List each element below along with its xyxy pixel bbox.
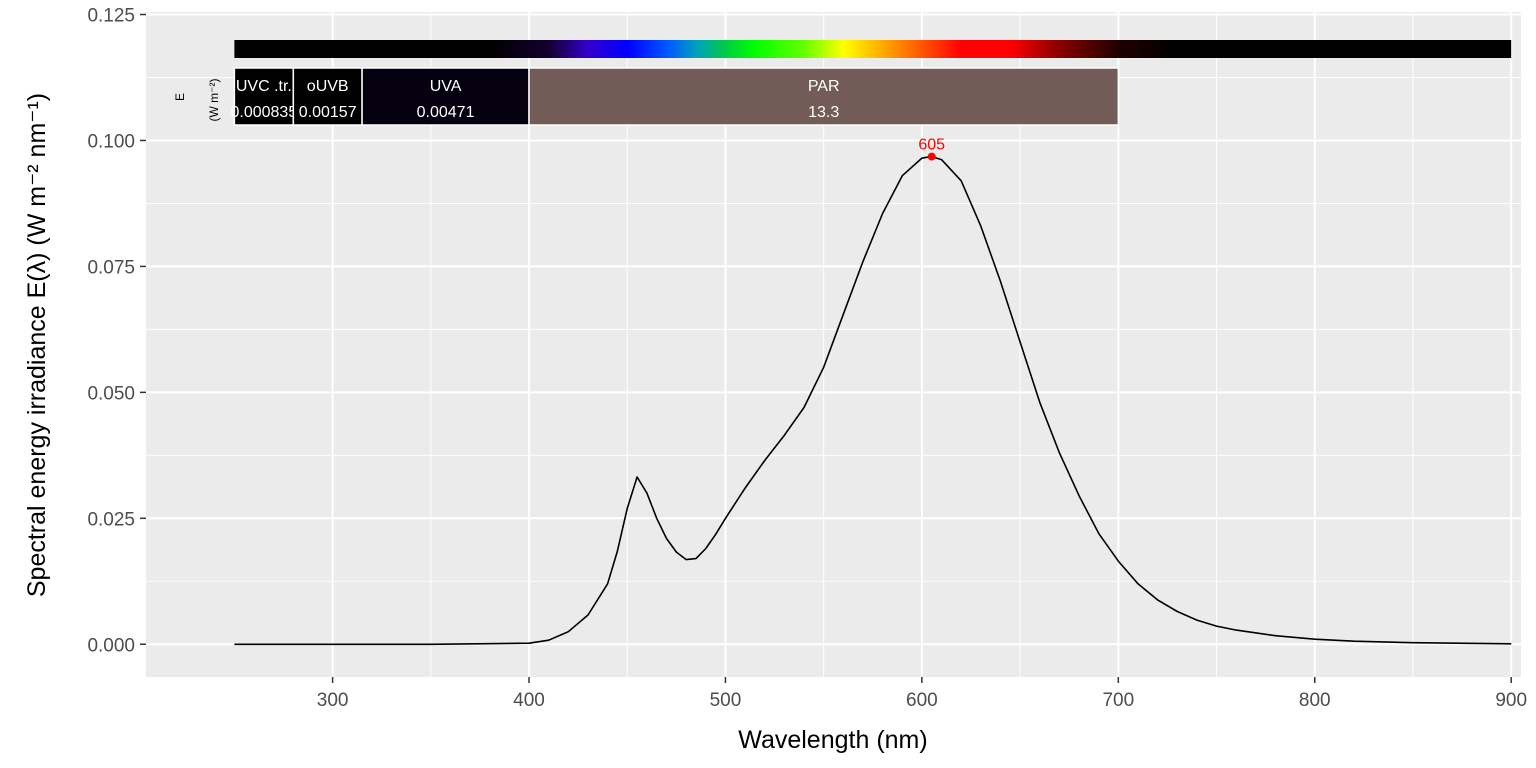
x-axis: 300 400 500 600 700 800 900 (317, 677, 1527, 711)
x-tick-label: 400 (513, 690, 545, 711)
band-name: UVC .tr. (236, 78, 292, 95)
band-value: 0.000835 (230, 104, 297, 121)
spectrum-bar-layer (234, 40, 1512, 58)
y-tick-label: 0.000 (87, 635, 135, 656)
x-tick-label: 500 (710, 690, 742, 711)
x-axis-title: Wavelength (nm) (738, 726, 927, 754)
series-layer (234, 155, 1512, 646)
x-tick-label: 600 (906, 690, 938, 711)
band-name: oUVB (307, 78, 349, 95)
x-tick-label: 900 (1495, 690, 1527, 711)
spectrum-bar (234, 40, 1512, 58)
peak-point (927, 152, 936, 161)
y-axis: 0.000 0.025 0.050 0.075 0.100 0.125 (87, 6, 146, 656)
band-name: UVA (430, 78, 462, 95)
grid-major (146, 12, 1521, 677)
x-tick-label: 800 (1299, 690, 1331, 711)
y-tick-label: 0.025 (87, 509, 135, 530)
y-tick-label: 0.100 (87, 131, 135, 152)
spectrum-line (234, 155, 1512, 646)
y-tick-label: 0.050 (87, 383, 135, 404)
peak-label: 605 (918, 137, 945, 154)
peak-layer: 605 (918, 137, 945, 161)
band-axis-label: E (W m⁻²) (173, 79, 221, 122)
band-value: 0.00157 (299, 104, 357, 121)
y-tick-label: 0.075 (87, 257, 135, 278)
y-tick-label: 0.125 (87, 6, 135, 27)
band-layer: UVC .tr. 0.000835 oUVB 0.00157 UVA 0.00471 PAR… (230, 67, 1120, 126)
x-tick-label: 700 (1102, 690, 1134, 711)
band-name: PAR (808, 78, 840, 95)
band-axis-symbol: E (173, 93, 187, 101)
band-value: 13.3 (808, 104, 839, 121)
y-axis-title: Spectral energy irradiance E(λ) (W m⁻² n… (23, 93, 51, 597)
band-box (528, 67, 1120, 126)
band-axis-unit: (W m⁻²) (207, 79, 221, 122)
x-tick-label: 300 (317, 690, 349, 711)
band-value: 0.00471 (417, 104, 475, 121)
band-box (361, 67, 530, 126)
